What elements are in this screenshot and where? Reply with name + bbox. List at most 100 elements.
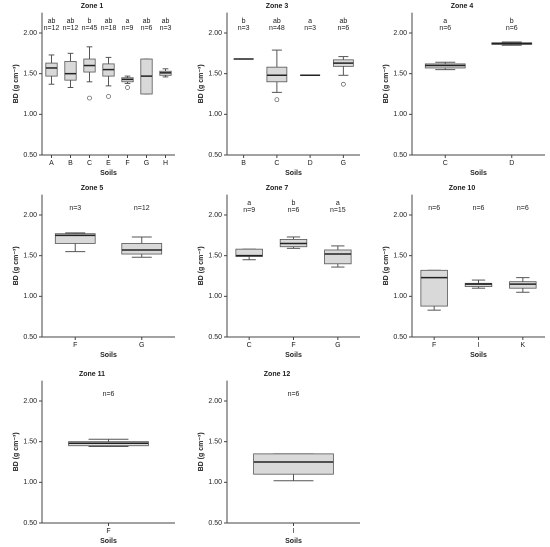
group-letter: ab <box>48 18 56 25</box>
n-label: n=6 <box>428 205 440 212</box>
n-label: n=3 <box>160 25 172 32</box>
x-tick-label: G <box>139 342 144 349</box>
x-tick-label: D <box>509 160 514 167</box>
y-tick-label: 1.00 <box>23 479 37 486</box>
y-tick-label: 0.50 <box>393 152 407 159</box>
n-label: n=12 <box>63 25 79 32</box>
y-tick-label: 1.00 <box>23 111 37 118</box>
y-tick-label: 0.50 <box>23 152 37 159</box>
x-tick-label: G <box>144 160 149 167</box>
group-letter: a <box>126 18 130 25</box>
y-tick-label: 1.50 <box>23 253 37 260</box>
group-letter: b <box>88 18 92 25</box>
x-tick-label: I <box>293 528 295 535</box>
x-tick-label: G <box>335 342 340 349</box>
n-label: n=6 <box>337 25 349 32</box>
outlier <box>106 94 111 99</box>
box <box>324 249 352 265</box>
y-tick-label: 0.50 <box>208 152 222 159</box>
n-label: n=6 <box>141 25 153 32</box>
n-label: n=48 <box>269 25 285 32</box>
box <box>54 233 96 244</box>
y-tick-label: 1.50 <box>208 439 222 446</box>
y-tick-label: 1.50 <box>208 253 222 260</box>
group-letter: b <box>242 18 246 25</box>
y-tick-label: 1.00 <box>208 479 222 486</box>
panel-title: Zone 12 <box>264 371 291 378</box>
n-label: n=45 <box>82 25 98 32</box>
n-label: n=15 <box>330 207 346 214</box>
x-tick-label: G <box>341 160 346 167</box>
group-letter: b <box>292 200 296 207</box>
x-tick-label: D <box>308 160 313 167</box>
box <box>509 281 537 289</box>
box <box>266 66 288 83</box>
y-tick-label: 2.00 <box>393 30 407 37</box>
x-tick-label: F <box>432 342 436 349</box>
y-tick-label: 1.00 <box>393 111 407 118</box>
y-tick-label: 2.00 <box>208 398 222 405</box>
n-label: n=12 <box>44 25 60 32</box>
panel-title: Zone 5 <box>81 185 104 192</box>
n-label: n=6 <box>288 391 300 398</box>
panel: Zone 7 0.50 1.00 1.50 2.00 BD (g cm⁻³) Soils Ca… <box>198 185 360 359</box>
x-tick-label: F <box>106 528 110 535</box>
y-tick-label: 1.50 <box>393 71 407 78</box>
box <box>121 243 163 255</box>
y-axis-title: BD (g cm⁻³) <box>383 64 390 103</box>
y-tick-label: 2.00 <box>23 398 37 405</box>
n-label: n=9 <box>122 25 134 32</box>
x-axis-title: Soils <box>285 352 302 359</box>
y-tick-label: 0.50 <box>393 334 407 341</box>
n-label: n=9 <box>243 207 255 214</box>
y-axis-title: BD (g cm⁻³) <box>13 64 20 103</box>
y-axis-title: BD (g cm⁻³) <box>198 432 205 471</box>
y-tick-label: 1.50 <box>393 253 407 260</box>
x-tick-label: H <box>163 160 168 167</box>
y-axis-title: BD (g cm⁻³) <box>383 246 390 285</box>
group-letter: a <box>308 18 312 25</box>
panel-title: Zone 10 <box>449 185 476 192</box>
x-tick-label: C <box>87 160 92 167</box>
group-letter: a <box>247 200 251 207</box>
box <box>45 62 58 77</box>
group-letter: a <box>443 18 447 25</box>
n-label: n=6 <box>439 25 451 32</box>
n-label: n=18 <box>101 25 117 32</box>
n-label: n=6 <box>517 205 529 212</box>
y-tick-label: 1.00 <box>23 293 37 300</box>
y-axis-title: BD (g cm⁻³) <box>198 64 205 103</box>
y-tick-label: 1.00 <box>208 111 222 118</box>
y-tick-label: 2.00 <box>23 212 37 219</box>
x-tick-label: C <box>274 160 279 167</box>
group-letter: ab <box>162 18 170 25</box>
panel: Zone 4 0.50 1.00 1.50 2.00 BD (g cm⁻³) Soils Ca… <box>383 3 545 177</box>
group-letter: ab <box>105 18 113 25</box>
n-label: n=3 <box>69 205 81 212</box>
group-letter: ab <box>67 18 75 25</box>
panel: Zone 3 0.50 1.00 1.50 2.00 BD (g cm⁻³) Soils Bb… <box>198 3 360 177</box>
group-letter: ab <box>339 18 347 25</box>
y-axis-title: BD (g cm⁻³) <box>198 246 205 285</box>
panel-title: Zone 7 <box>266 185 289 192</box>
y-tick-label: 1.50 <box>208 71 222 78</box>
x-tick-label: E <box>106 160 111 167</box>
group-letter: a <box>336 200 340 207</box>
x-tick-label: F <box>291 342 295 349</box>
y-tick-label: 0.50 <box>208 520 222 527</box>
x-axis-title: Soils <box>100 538 117 545</box>
panel: Zone 5 0.50 1.00 1.50 2.00 BD (g cm⁻³) Soils Fn… <box>13 185 175 359</box>
y-axis-title: BD (g cm⁻³) <box>13 432 20 471</box>
panel: Zone 12 0.50 1.00 1.50 2.00 BD (g cm⁻³) Soils I… <box>198 371 360 545</box>
y-tick-label: 2.00 <box>23 30 37 37</box>
panel: Zone 10 0.50 1.00 1.50 2.00 BD (g cm⁻³) Soils F… <box>383 185 545 359</box>
x-axis-title: Soils <box>285 538 302 545</box>
n-label: n=3 <box>238 25 250 32</box>
outlier <box>125 85 130 90</box>
x-tick-label: K <box>520 342 525 349</box>
box <box>464 282 493 287</box>
outlier <box>87 95 92 101</box>
panel-title: Zone 4 <box>451 3 474 10</box>
group-letter: b <box>510 18 514 25</box>
